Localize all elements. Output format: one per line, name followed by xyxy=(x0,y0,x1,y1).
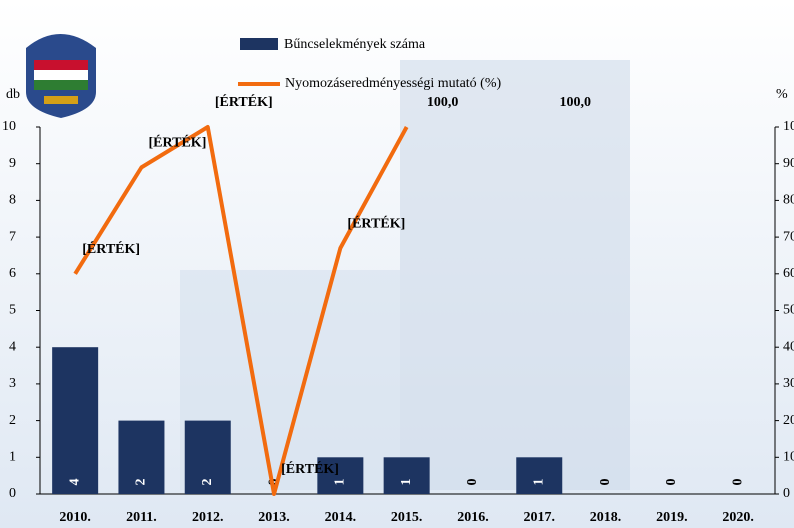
y2-tick-label: 70 xyxy=(783,229,794,244)
y-tick-label: 7 xyxy=(9,229,16,244)
x-tick-label: 2017. xyxy=(524,510,556,525)
y2-tick-label: 10 xyxy=(783,450,794,465)
x-tick-label: 2010. xyxy=(59,510,91,525)
legend-label: Nyomozáseredményességi mutató (%) xyxy=(285,76,501,91)
bar xyxy=(184,420,231,494)
bar-value-label: 1 xyxy=(531,479,546,486)
y-tick-label: 5 xyxy=(9,303,16,318)
legend-swatch xyxy=(240,38,278,50)
y2-tick-label: 40 xyxy=(783,339,794,354)
bar-value-label: 0 xyxy=(598,479,613,486)
bar-value-label: 0 xyxy=(664,479,679,486)
y2-tick-label: 90 xyxy=(783,156,794,171)
y2-tick-label: 80 xyxy=(783,193,794,208)
y2-tick-label: 50 xyxy=(783,303,794,318)
y-tick-label: 0 xyxy=(9,486,16,501)
x-tick-label: 2019. xyxy=(656,510,688,525)
line-value-label: [ÉRTÉK] xyxy=(82,240,140,257)
y-tick-label: 3 xyxy=(9,376,16,391)
line-value-label: [ÉRTÉK] xyxy=(281,460,339,477)
y2-tick-label: 100 xyxy=(783,119,794,134)
y2-axis-label: % xyxy=(776,87,788,102)
logo xyxy=(26,34,96,118)
line-value-label: [ÉRTÉK] xyxy=(215,93,273,110)
y-tick-label: 10 xyxy=(2,119,16,134)
x-tick-label: 2011. xyxy=(126,510,157,525)
bar xyxy=(383,457,430,494)
bar xyxy=(317,457,364,494)
line-value-label: 100,0 xyxy=(427,95,459,110)
line-value-label: 100,0 xyxy=(560,95,592,110)
legend-label: Bűncselekmények száma xyxy=(284,37,426,52)
background-building xyxy=(400,60,630,490)
x-tick-label: 2016. xyxy=(457,510,489,525)
y-tick-label: 1 xyxy=(9,450,16,465)
line-value-label: [ÉRTÉK] xyxy=(347,214,405,231)
x-tick-label: 2014. xyxy=(325,510,357,525)
y2-tick-label: 30 xyxy=(783,376,794,391)
x-tick-label: 2013. xyxy=(258,510,290,525)
x-tick-label: 2012. xyxy=(192,510,224,525)
x-tick-label: 2015. xyxy=(391,510,423,525)
y-tick-label: 9 xyxy=(9,156,16,171)
y2-tick-label: 0 xyxy=(783,486,790,501)
y-tick-label: 2 xyxy=(9,413,16,428)
y2-tick-label: 20 xyxy=(783,413,794,428)
x-tick-label: 2020. xyxy=(722,510,754,525)
y-tick-label: 4 xyxy=(9,339,16,354)
bar-value-label: 4 xyxy=(67,479,82,486)
bar-value-label: 1 xyxy=(333,479,348,486)
bar-value-label: 2 xyxy=(200,479,215,486)
y-axis-label: db xyxy=(6,87,20,102)
y2-tick-label: 60 xyxy=(783,266,794,281)
bar xyxy=(516,457,563,494)
x-tick-label: 2018. xyxy=(590,510,622,525)
y-tick-label: 8 xyxy=(9,193,16,208)
bar-value-label: 0 xyxy=(730,479,745,486)
bar-value-label: 0 xyxy=(465,479,480,486)
line-value-label: [ÉRTÉK] xyxy=(149,134,207,151)
bar xyxy=(118,420,165,494)
bar xyxy=(52,347,99,494)
bar-value-label: 1 xyxy=(399,479,414,486)
y-tick-label: 6 xyxy=(9,266,16,281)
bar-value-label: 2 xyxy=(134,479,149,486)
